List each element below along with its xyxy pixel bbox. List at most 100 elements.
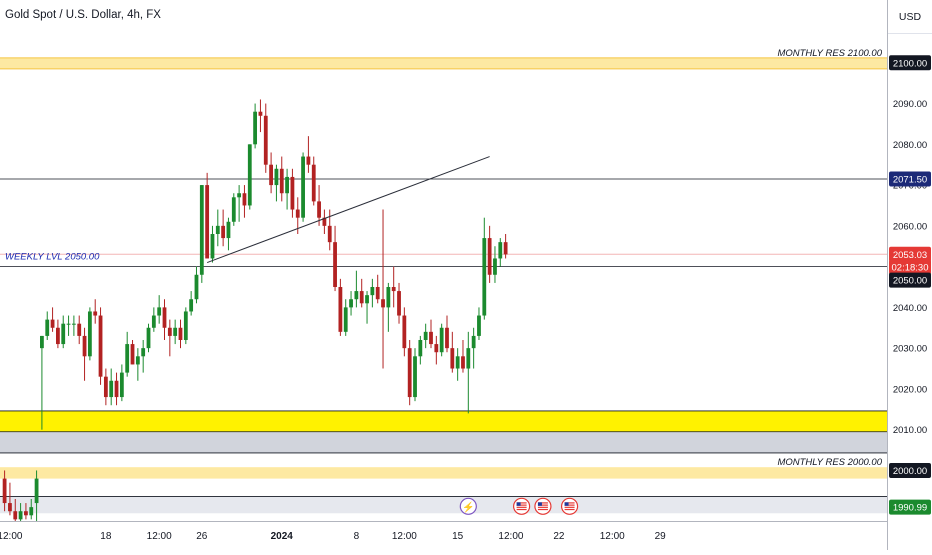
candle[interactable] [109,368,114,406]
candle[interactable] [71,315,76,336]
candle[interactable] [413,348,417,402]
candle[interactable] [269,152,273,194]
candle[interactable] [162,299,167,340]
candle[interactable] [56,319,60,349]
candle[interactable] [13,498,18,524]
candle[interactable] [450,331,455,373]
candle[interactable] [237,185,242,222]
candle[interactable] [242,185,247,218]
candle[interactable] [487,225,492,283]
candle[interactable] [103,368,108,406]
candle[interactable] [157,295,162,324]
candle[interactable] [466,331,471,414]
candle[interactable] [301,152,305,222]
candle[interactable] [205,172,210,259]
candle[interactable] [93,299,98,324]
candle[interactable] [8,482,12,516]
candle[interactable] [87,307,92,361]
candle[interactable] [423,323,428,349]
candle[interactable] [402,307,407,357]
candle[interactable] [493,246,497,283]
candle[interactable] [151,307,156,332]
us-flag-event-icon[interactable] [534,497,552,515]
candle[interactable] [274,164,279,202]
candle[interactable] [455,348,460,381]
candle[interactable] [381,209,385,369]
candle[interactable] [343,299,348,336]
candle[interactable] [365,291,369,324]
candle[interactable] [231,193,236,226]
flash-event-icon[interactable]: ⚡ [459,497,477,515]
candle[interactable] [445,315,449,353]
candle[interactable] [370,278,375,308]
candle[interactable] [306,136,311,173]
candle[interactable] [40,335,44,430]
candle[interactable] [290,168,295,218]
trendline[interactable] [206,156,490,264]
candle[interactable] [498,238,503,267]
candle[interactable] [183,307,188,345]
candle[interactable] [66,315,71,336]
us-flag-event-icon[interactable] [560,497,579,515]
candle[interactable] [215,209,220,247]
candle[interactable] [391,266,396,308]
candle[interactable] [82,327,87,381]
candle[interactable] [349,291,353,316]
candle[interactable] [141,339,146,373]
candle[interactable] [199,185,204,283]
candle[interactable] [461,339,465,373]
candle[interactable] [194,266,199,304]
candle[interactable] [263,103,268,173]
candle[interactable] [247,144,252,210]
candle[interactable] [407,339,412,406]
candle[interactable] [253,103,258,149]
time-axis-background[interactable] [0,521,887,550]
candle[interactable] [189,291,194,316]
candle[interactable] [311,156,316,206]
candle[interactable] [210,225,215,263]
candle[interactable] [354,270,359,308]
candle[interactable] [429,319,433,349]
candle[interactable] [397,282,401,324]
candle[interactable] [18,503,23,524]
candle[interactable] [24,503,28,520]
candle[interactable] [114,372,119,406]
candle[interactable] [146,323,151,353]
currency-selector[interactable]: USD [888,0,932,33]
candle[interactable] [98,307,103,385]
candle[interactable] [130,339,135,365]
candle[interactable] [418,335,423,365]
candle[interactable] [50,307,55,332]
candle[interactable] [295,197,300,235]
candle[interactable] [221,209,226,247]
candle[interactable] [333,225,337,292]
candle[interactable] [173,319,178,345]
candle[interactable] [279,156,284,202]
candle[interactable] [167,319,172,357]
candle[interactable] [77,315,82,345]
candle[interactable] [322,209,327,235]
candle[interactable] [386,282,391,332]
candle[interactable] [285,168,289,210]
candle[interactable] [471,327,476,369]
candle[interactable] [338,278,343,336]
candle[interactable] [477,307,481,340]
candle[interactable] [258,99,263,133]
candle[interactable] [29,498,34,520]
candle[interactable] [434,335,439,365]
candle[interactable] [2,470,7,512]
candle[interactable] [61,315,66,349]
candle[interactable] [45,311,50,340]
candle[interactable] [317,185,321,226]
candle[interactable] [226,217,231,251]
candle[interactable] [439,323,444,357]
candle[interactable] [482,217,487,320]
candle[interactable] [178,319,183,349]
candle[interactable] [503,234,508,259]
us-flag-event-icon[interactable] [513,497,531,515]
candle[interactable] [359,278,364,308]
candle[interactable] [135,348,140,381]
candle[interactable] [125,331,130,377]
